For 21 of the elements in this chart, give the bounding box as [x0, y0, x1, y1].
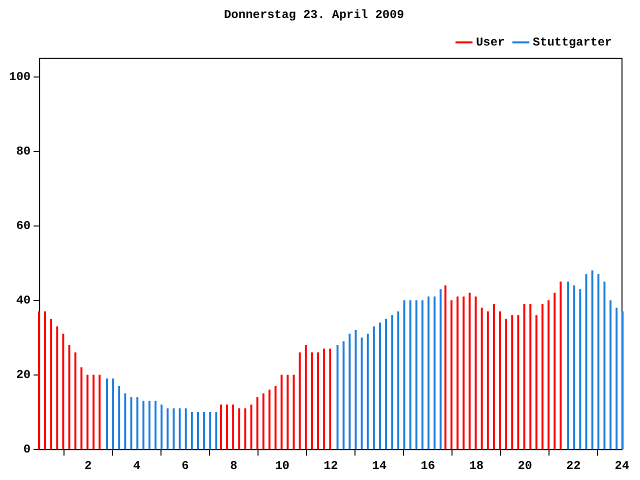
- y-tick-label: 60: [16, 219, 31, 234]
- x-tick-label: 18: [469, 458, 484, 473]
- x-tick-label: 4: [133, 458, 140, 473]
- x-tick-label: 20: [518, 458, 532, 473]
- y-tick-label: 20: [16, 368, 31, 382]
- y-tick-label: 40: [16, 294, 31, 308]
- y-tick-label: 0: [23, 442, 31, 457]
- x-tick-label: 22: [566, 458, 581, 473]
- x-tick-label: 16: [420, 458, 436, 473]
- x-tick-label: 6: [182, 458, 189, 473]
- x-tick-label: 2: [84, 458, 92, 473]
- x-tick-label: 14: [372, 458, 387, 473]
- x-tick-label: 24: [614, 458, 630, 473]
- y-tick-label: 80: [16, 144, 31, 159]
- y-tick-label: 100: [8, 70, 31, 84]
- legend-label: User: [476, 35, 505, 50]
- legend-label: Stuttgarter: [532, 35, 612, 50]
- chart-title: Donnerstag 23. April 2009: [224, 8, 404, 22]
- x-tick-label: 8: [230, 458, 238, 473]
- x-tick-label: 12: [324, 458, 338, 473]
- x-tick-label: 10: [275, 458, 290, 473]
